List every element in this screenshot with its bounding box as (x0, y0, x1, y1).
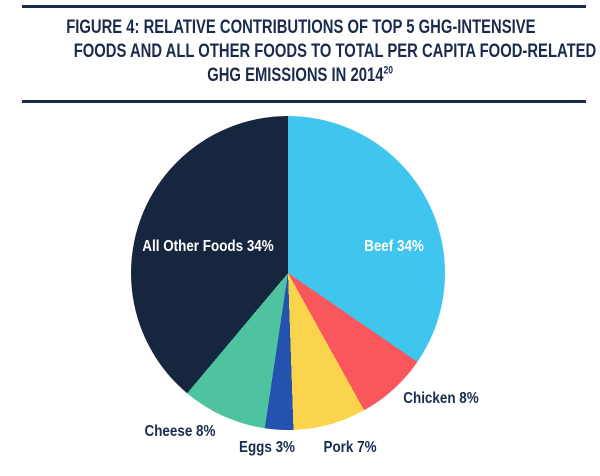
top-divider (22, 5, 586, 8)
pie-chart (131, 116, 445, 430)
figure-title-line-3-text: GHG EMISSIONS IN 2014 (207, 65, 384, 86)
figure-title-line-3: GHG EMISSIONS IN 201420 (0, 64, 600, 88)
figure-title: FIGURE 4: RELATIVE CONTRIBUTIONS OF TOP … (0, 16, 600, 88)
slice-label-pork: Pork 7% (323, 439, 377, 456)
slice-label-chicken: Chicken 8% (403, 390, 479, 407)
slice-label-all-other-foods: All Other Foods 34% (142, 238, 274, 255)
footnote-reference: 20 (383, 64, 393, 77)
figure-title-line-1: FIGURE 4: RELATIVE CONTRIBUTIONS OF TOP … (66, 17, 536, 38)
slice-label-cheese: Cheese 8% (144, 423, 216, 440)
bottom-divider (22, 100, 586, 103)
figure-title-line-2: FOODS AND ALL OTHER FOODS TO TOTAL PER C… (73, 41, 597, 62)
slice-label-eggs: Eggs 3% (238, 439, 296, 456)
slice-label-beef: Beef 34% (364, 238, 424, 255)
